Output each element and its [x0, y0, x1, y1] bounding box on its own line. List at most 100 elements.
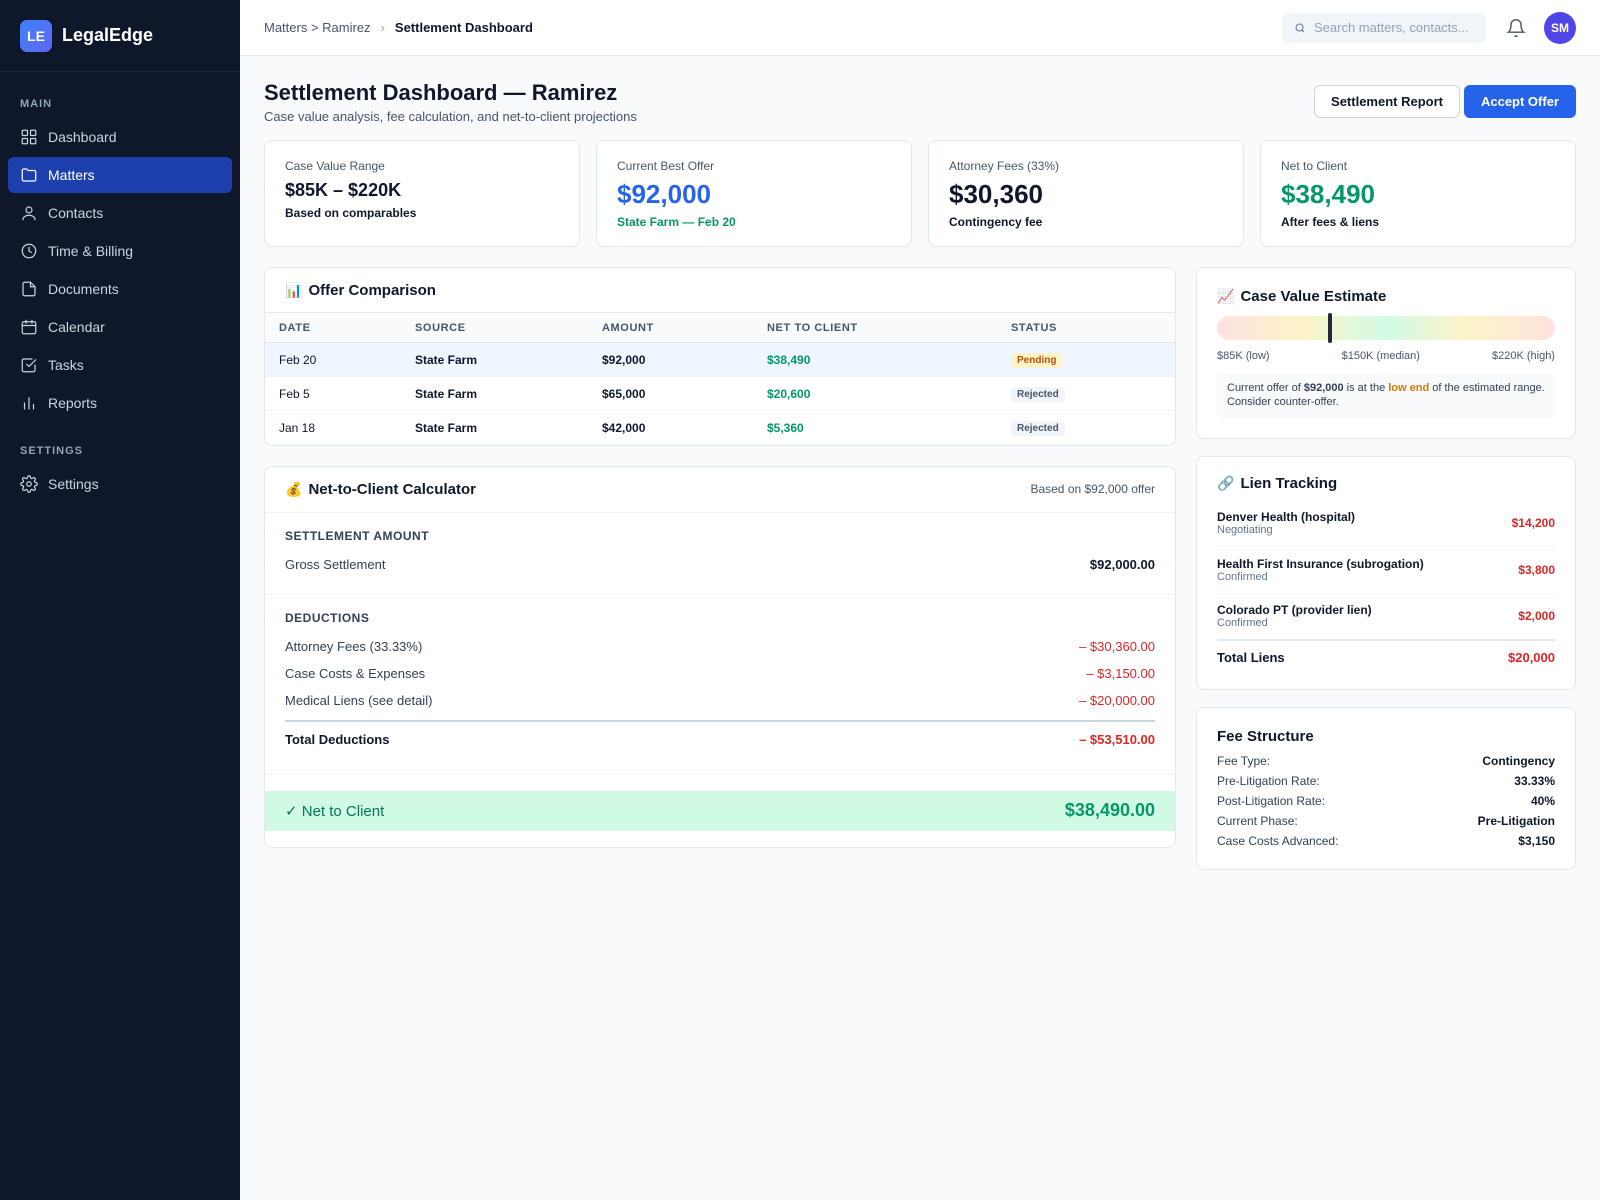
- stat-value: $92,000: [617, 179, 711, 209]
- topbar: Matters > Ramirez › Settlement Dashboard…: [240, 0, 1600, 56]
- offer-net: $5,360: [767, 420, 804, 435]
- breadcrumb-current: Settlement Dashboard: [394, 20, 533, 35]
- section-heading: DEDUCTIONS: [285, 610, 370, 625]
- sidebar-item-time-billing[interactable]: Time & Billing: [8, 233, 232, 269]
- stat-label: Current Best Offer: [617, 159, 715, 173]
- sidebar-item-dashboard[interactable]: Dashboard: [8, 119, 232, 155]
- table-row[interactable]: Feb 5 State Farm $65,000 $20,600 Rejecte…: [265, 376, 1175, 411]
- offer-source: State Farm: [415, 376, 602, 411]
- breadcrumb: Matters > Ramirez › Settlement Dashboard: [264, 20, 533, 35]
- column-header[interactable]: SOURCE: [415, 312, 602, 343]
- sidebar-item-label: Reports: [48, 395, 98, 411]
- sidebar: LE LegalEdge MAIN Dashboard Matters Cont…: [0, 0, 240, 1200]
- fee-value: Pre-Litigation: [1477, 813, 1555, 828]
- link-icon: 🔗: [1217, 474, 1235, 491]
- offer-date: Jan 18: [279, 420, 316, 435]
- card-title-text: Net-to-Client Calculator: [308, 480, 476, 498]
- stat-card-attorney-fees: Attorney Fees (33%) $30,360 Contingency …: [928, 140, 1244, 247]
- search-input[interactable]: [1314, 20, 1474, 35]
- total-liens-label: Total Liens: [1217, 650, 1285, 666]
- card-header: 💰 Net-to-Client Calculator Based on $92,…: [265, 467, 1175, 513]
- breadcrumb-parent[interactable]: Matters > Ramirez: [264, 20, 371, 35]
- sidebar-item-label: Time & Billing: [48, 243, 134, 259]
- trend-up-icon: 📈: [1217, 288, 1235, 304]
- card-title: Fee Structure: [1217, 727, 1314, 745]
- page-header: Settlement Dashboard — Ramirez Case valu…: [264, 56, 1576, 140]
- sidebar-item-matters[interactable]: Matters: [8, 157, 232, 193]
- fee-label: Pre-Litigation Rate:: [1217, 773, 1320, 788]
- list-item[interactable]: Denver Health (hospital) Negotiating $14…: [1217, 500, 1555, 547]
- fee-row: Pre-Litigation Rate: 33.33%: [1217, 771, 1555, 791]
- card-title: 📊 Offer Comparison: [265, 268, 1175, 312]
- sidebar-item-reports[interactable]: Reports: [8, 385, 232, 421]
- table-row[interactable]: Feb 20 State Farm $92,000 $38,490 Pendin…: [265, 342, 1175, 377]
- row-label: Case Costs & Expenses: [285, 665, 426, 681]
- sidebar-item-label: Calendar: [48, 319, 105, 335]
- table-row[interactable]: Jan 18 State Farm $42,000 $5,360 Rejecte…: [265, 411, 1175, 445]
- stat-label: Case Value Range: [285, 159, 385, 173]
- offer-status-cell: Rejected: [1011, 411, 1175, 445]
- calendar-icon: [21, 319, 37, 335]
- total-liens-row: Total Liens $20,000: [1217, 641, 1555, 675]
- list-item[interactable]: Health First Insurance (subrogation) Con…: [1217, 547, 1555, 594]
- estimate-note: Current offer of $92,000 is at the low e…: [1217, 373, 1555, 418]
- range-low-label: $85K (low): [1217, 350, 1270, 362]
- row-label: Gross Settlement: [285, 556, 386, 572]
- sidebar-item-tasks[interactable]: Tasks: [8, 347, 232, 383]
- stat-cards: Case Value Range $85K – $220K Based on c…: [264, 140, 1576, 247]
- value-range-bar: [1217, 313, 1555, 343]
- fee-row: Case Costs Advanced: $3,150: [1217, 831, 1555, 851]
- sidebar-item-label: Matters: [48, 167, 95, 183]
- stat-card-case-value: Case Value Range $85K – $220K Based on c…: [264, 140, 580, 247]
- lien-name: Colorado PT (provider lien): [1217, 603, 1372, 618]
- lien-amount: $3,800: [1518, 562, 1555, 577]
- sidebar-item-contacts[interactable]: Contacts: [8, 195, 232, 231]
- case-value-estimate-card: 📈 Case Value Estimate $85K (low) $150K (…: [1196, 267, 1576, 439]
- sidebar-item-calendar[interactable]: Calendar: [8, 309, 232, 345]
- offer-date: Feb 20: [265, 342, 415, 377]
- stat-sub: After fees & liens: [1281, 215, 1380, 229]
- deduction-row: Medical Liens (see detail) – $20,000.00: [285, 687, 1155, 714]
- page-subtitle: Case value analysis, fee calculation, an…: [264, 109, 637, 124]
- bell-icon[interactable]: [1506, 18, 1526, 38]
- sidebar-item-label: Dashboard: [48, 129, 117, 145]
- status-badge: Rejected: [1011, 420, 1065, 436]
- section-heading: SETTLEMENT AMOUNT: [285, 528, 430, 543]
- deduction-row: Case Costs & Expenses – $3,150.00: [285, 660, 1155, 687]
- accept-offer-button[interactable]: Accept Offer: [1463, 85, 1576, 118]
- main-content: Settlement Dashboard — Ramirez Case valu…: [264, 56, 1576, 870]
- nav-section-settings: SETTINGS: [20, 445, 84, 457]
- net-value: $38,490.00: [1064, 800, 1155, 820]
- lien-status: Negotiating: [1217, 523, 1273, 536]
- column-header[interactable]: AMOUNT: [602, 312, 767, 343]
- stat-card-best-offer: Current Best Offer $92,000 State Farm — …: [596, 140, 912, 247]
- card-title: 📈 Case Value Estimate: [1217, 288, 1555, 305]
- column-header[interactable]: STATUS: [1011, 312, 1175, 343]
- fee-value: $3,150: [1518, 833, 1555, 848]
- avatar[interactable]: SM: [1544, 11, 1576, 44]
- note-amount: $92,000: [1303, 382, 1344, 394]
- brand[interactable]: LE LegalEdge: [0, 0, 240, 72]
- total-liens-value: $20,000: [1508, 650, 1555, 666]
- left-column: 📊 Offer Comparison DATE SOURCE AMOUNT NE…: [264, 267, 1176, 870]
- gross-settlement-row: Gross Settlement $92,000.00: [285, 551, 1155, 578]
- stat-value: $85K – $220K: [285, 180, 402, 200]
- right-column: 📈 Case Value Estimate $85K (low) $150K (…: [1196, 267, 1576, 870]
- sidebar-item-documents[interactable]: Documents: [8, 271, 232, 307]
- calculator-basis: Based on $92,000 offer: [1030, 482, 1155, 496]
- column-header[interactable]: NET TO CLIENT: [767, 312, 1011, 343]
- column-header[interactable]: DATE: [265, 312, 415, 343]
- lien-amount: $14,200: [1511, 515, 1555, 530]
- content-columns: 📊 Offer Comparison DATE SOURCE AMOUNT NE…: [264, 267, 1576, 870]
- settlement-report-button[interactable]: Settlement Report: [1314, 85, 1460, 118]
- offer-date: Feb 5: [265, 376, 415, 411]
- offer-amount: $65,000: [602, 376, 767, 411]
- fee-value: 40%: [1530, 793, 1555, 808]
- sidebar-item-settings[interactable]: Settings: [8, 466, 232, 502]
- sidebar-item-label: Settings: [48, 476, 99, 492]
- fee-row: Post-Litigation Rate: 40%: [1217, 791, 1555, 811]
- search-box[interactable]: [1282, 12, 1486, 43]
- list-item[interactable]: Colorado PT (provider lien) Confirmed $2…: [1217, 594, 1555, 641]
- range-median-label: $150K (median): [1341, 350, 1420, 362]
- deduction-row: Attorney Fees (33.33%) – $30,360.00: [285, 633, 1155, 660]
